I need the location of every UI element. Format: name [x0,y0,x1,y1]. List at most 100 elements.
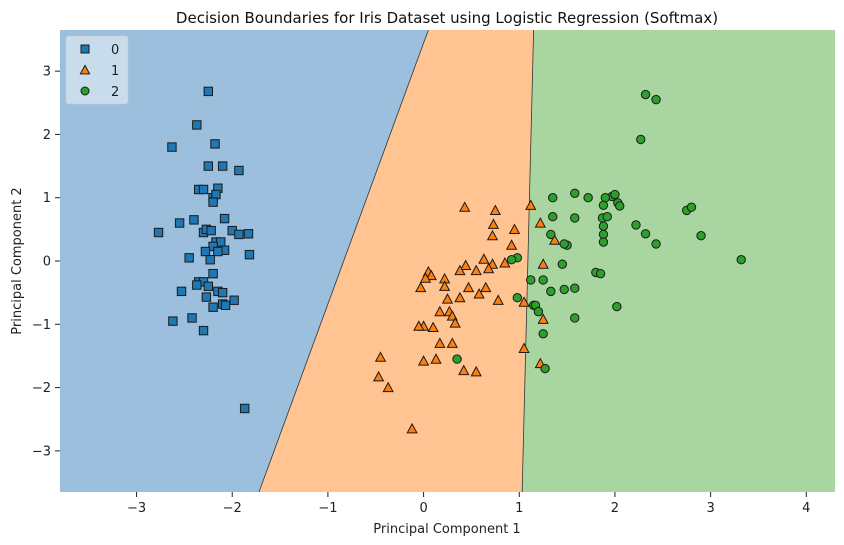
x-tick-label: 3 [706,501,714,516]
point-class-1 [518,342,530,353]
point-class-1 [454,264,466,276]
point-class-0 [174,218,185,228]
point-class-1 [482,262,495,274]
x-axis: −3 −2 −1 0 1 2 3 4 [127,492,810,516]
point-class-2 [533,306,544,317]
point-class-1 [458,364,470,376]
point-class-1 [470,365,482,377]
y-tick-label: 3 [43,65,51,80]
point-class-0 [213,246,223,257]
point-class-2 [640,89,651,100]
point-class-2 [512,293,523,303]
point-class-2 [570,188,580,198]
point-class-2 [548,193,558,203]
point-class-2 [548,211,558,222]
point-class-2 [540,363,550,374]
point-class-1 [473,288,485,299]
point-class-1 [413,320,425,331]
point-class-1 [427,321,439,333]
boundary-line-1 [521,29,535,493]
point-class-2 [570,283,580,293]
data-points [153,86,746,434]
legend-label-2: 2 [111,85,119,100]
point-class-0 [198,184,209,195]
point-class-0 [189,215,199,225]
point-class-2 [595,268,606,279]
point-class-0 [206,225,216,236]
point-class-2 [559,284,569,295]
point-class-0 [198,325,209,336]
x-axis-label: Principal Component 1 [373,522,520,537]
y-tick-label: −2 [32,381,51,396]
point-class-0 [208,302,218,312]
point-class-1 [489,204,502,215]
region-class-0 [60,30,429,492]
point-class-1 [434,305,446,317]
point-class-2 [598,221,609,231]
point-class-1 [454,291,466,303]
point-class-0 [210,139,220,149]
point-class-1 [462,281,475,293]
point-class-0 [216,237,226,247]
point-class-1 [499,257,511,268]
point-class-0 [208,268,218,279]
point-class-1 [419,272,432,283]
point-class-2 [686,202,697,212]
point-class-2 [570,313,580,323]
point-class-2 [583,193,593,203]
point-class-1 [446,310,458,321]
point-class-0 [239,403,250,414]
x-tick-label: 0 [419,501,427,516]
point-class-0 [217,287,228,298]
point-class-0 [192,120,202,130]
point-class-2 [696,230,706,241]
point-class-0 [229,295,239,305]
point-class-1 [374,351,387,362]
point-class-0 [187,313,197,323]
point-class-2 [546,229,556,240]
point-class-1 [478,253,490,264]
point-class-0 [192,280,202,290]
decision-regions [60,29,835,493]
point-class-1 [459,201,471,212]
x-tick-label: 1 [515,501,523,516]
point-class-0 [208,197,218,207]
point-class-2 [526,275,536,285]
y-tick-label: 1 [43,191,51,206]
region-class-2 [522,30,835,492]
point-class-2 [559,239,569,249]
point-class-2 [452,354,462,364]
legend-label-1: 1 [111,64,119,79]
point-class-2 [651,94,661,105]
x-tick-label: −2 [223,501,242,516]
chart-title: Decision Boundaries for Iris Dataset usi… [176,9,718,27]
point-class-1 [382,381,394,393]
point-class-1 [486,229,499,241]
point-class-0 [234,229,244,240]
boundary-line-0 [258,29,429,493]
point-class-1 [518,296,530,307]
point-class-1 [415,281,427,293]
x-tick-label: −1 [318,501,337,516]
point-class-0 [220,300,231,311]
point-class-2 [600,193,611,203]
point-class-0 [200,246,211,257]
y-tick-label: −3 [32,444,51,459]
point-class-1 [508,223,521,234]
point-class-1 [430,353,442,364]
point-class-1 [372,370,385,382]
point-class-2 [506,255,517,265]
point-class-1 [537,313,549,324]
point-class-0 [203,281,214,292]
point-class-0 [201,292,212,302]
point-class-1 [406,422,418,434]
point-class-1 [480,281,492,293]
point-class-0 [217,161,228,171]
point-class-0 [153,227,164,238]
legend-label-0: 0 [111,43,119,58]
point-class-0 [168,316,178,326]
point-class-2 [546,286,556,297]
legend-marker-1 [79,64,91,75]
point-class-2 [615,201,625,211]
point-class-0 [203,86,214,97]
